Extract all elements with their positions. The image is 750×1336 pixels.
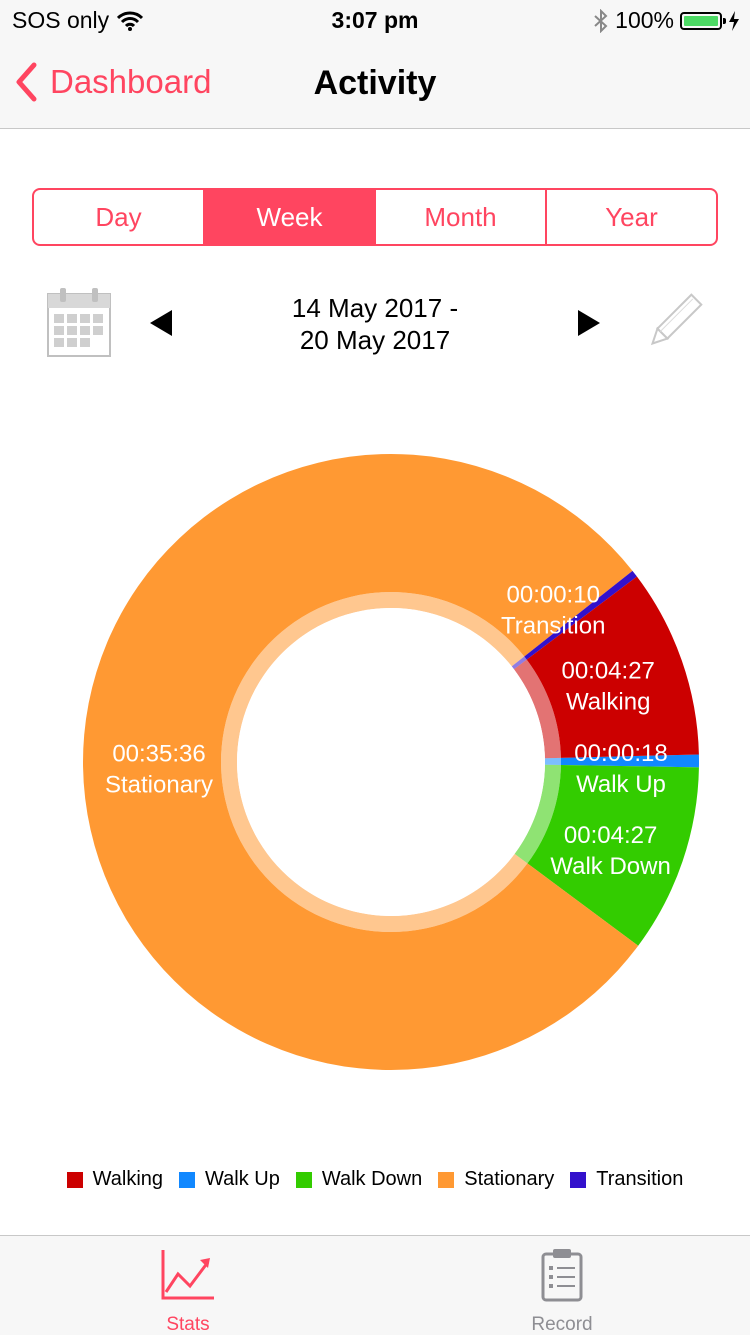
navigation-bar: Dashboard Activity (0, 40, 750, 129)
slice-walk-down (527, 764, 699, 946)
chevron-left-icon (16, 62, 37, 102)
segment-month[interactable]: Month (376, 190, 547, 244)
clock: 3:07 pm (331, 7, 419, 33)
slice-value-label-walking: 00:04:27 (561, 657, 654, 684)
next-period-button[interactable] (578, 310, 600, 336)
chart-legend: Walking Walk Up Walk Down Stationary Tra… (0, 1168, 750, 1191)
legend-label: Walk Up (205, 1168, 280, 1190)
pencil-icon[interactable] (640, 290, 706, 356)
slice-value-label-walk-down: 00:04:27 (564, 822, 657, 849)
date-range: 14 May 2017 - 20 May 2017 (230, 292, 520, 356)
status-bar-right: 100% (593, 7, 740, 34)
tab-record-label: Record (531, 1314, 593, 1335)
charging-bolt-icon (729, 10, 739, 31)
slice-inner-ring-walking (513, 659, 561, 759)
carrier-text: SOS only (12, 7, 110, 33)
legend-label: Walk Down (321, 1168, 423, 1190)
slice-inner-ring-transition (511, 656, 527, 670)
legend-item-stationary: Stationary (438, 1168, 554, 1191)
date-range-end: 20 May 2017 (299, 325, 451, 355)
status-bar-left: SOS only (12, 7, 144, 34)
slice-name-label-walk-down: Walk Down (550, 853, 670, 880)
slice-value-label-transition: 00:00:10 (507, 582, 600, 609)
legend-label: Walking (92, 1168, 164, 1190)
slice-name-label-transition: Transition (501, 613, 605, 640)
legend-swatch (570, 1171, 587, 1188)
slice-transition (524, 570, 637, 660)
date-range-start: 14 May 2017 - (291, 293, 459, 323)
period-segmented-control: Day Week Month Year (32, 188, 718, 246)
calendar-icon[interactable] (46, 286, 112, 358)
bluetooth-icon (594, 8, 608, 33)
battery-percent: 100% (615, 7, 674, 33)
battery-icon (680, 11, 726, 30)
legend-label: Stationary (464, 1168, 555, 1190)
slice-name-label-stationary: Stationary (105, 772, 213, 799)
back-button-label: Dashboard (50, 63, 212, 100)
legend-item-walk-down: Walk Down (295, 1168, 423, 1191)
donut-hole (237, 608, 545, 916)
tab-stats[interactable]: Stats (88, 1248, 288, 1336)
legend-swatch (438, 1171, 455, 1188)
slice-inner-ring-walk-down (514, 764, 561, 864)
wifi-icon (117, 11, 144, 31)
legend-item-transition: Transition (570, 1168, 683, 1191)
slice-name-label-walk-up: Walk Up (576, 771, 666, 798)
legend-swatch (179, 1171, 196, 1188)
slice-name-label-walking: Walking (566, 688, 650, 715)
slice-value-label-stationary: 00:35:36 (112, 741, 205, 768)
status-bar: SOS only 3:07 pm 100% (0, 0, 750, 40)
previous-period-button[interactable] (150, 310, 172, 336)
legend-label: Transition (596, 1168, 684, 1190)
slice-inner-ring-walk-up (544, 757, 562, 765)
segment-year[interactable]: Year (605, 201, 658, 232)
page-title: Activity (313, 64, 437, 102)
segment-week[interactable]: Week (205, 190, 376, 244)
slice-walking (526, 576, 699, 758)
slice-stationary (83, 453, 639, 1070)
legend-item-walking: Walking (66, 1168, 164, 1191)
legend-item-walk-up: Walk Up (179, 1168, 280, 1191)
stats-chart-icon (161, 1250, 214, 1300)
tab-record[interactable]: Record (462, 1248, 662, 1336)
legend-swatch (66, 1171, 83, 1188)
tab-bar: Stats Record (0, 1235, 750, 1335)
slice-walk-up (560, 754, 699, 768)
activity-donut-chart: 00:00:18 Walk Up 00:04:27 Walk Down 00:35:36… (83, 453, 699, 1070)
tab-stats-label: Stats (166, 1314, 210, 1335)
slice-value-label-walk-up: 00:00:18 (574, 740, 667, 767)
legend-swatch (295, 1171, 312, 1188)
clipboard-icon (541, 1249, 583, 1302)
segment-day[interactable]: Day (34, 190, 205, 244)
back-button[interactable]: Dashboard (14, 62, 211, 102)
